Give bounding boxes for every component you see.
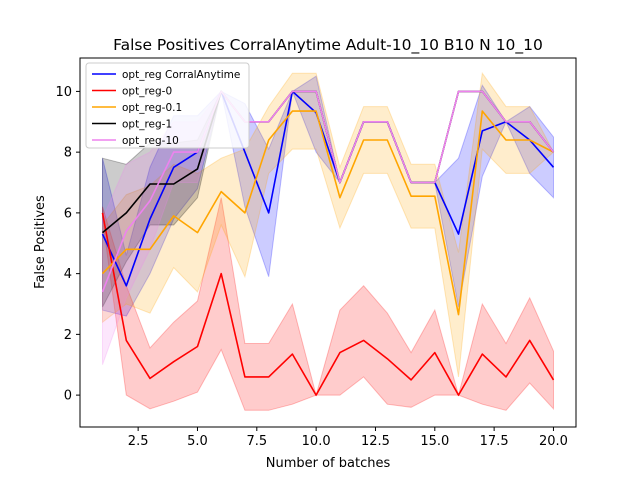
x-tick-label: 5.0: [187, 434, 208, 449]
line-series-2: [101, 110, 554, 316]
y-axis-label: False Positives: [33, 195, 48, 289]
y-tick-label: 4: [64, 267, 72, 282]
x-tick-label: 20.0: [539, 434, 568, 449]
chart-title: False Positives CorralAnytime Adult-10_1…: [113, 36, 543, 55]
y-tick-label: 2: [64, 328, 72, 343]
legend-label: opt_reg-0.1: [122, 102, 182, 114]
y-axis: 0 2 4 6 8 10: [55, 85, 80, 404]
line-series-4: [101, 90, 555, 293]
legend-box: [85, 62, 250, 149]
x-tick-label: 17.5: [480, 434, 509, 449]
band-series-1: [102, 197, 554, 411]
legend-label: opt_reg CorralAnytime: [122, 69, 240, 81]
legend: opt_reg CorralAnytime opt_reg-0 opt_reg-0.…: [85, 62, 250, 149]
legend-label: opt_reg-0: [122, 86, 172, 98]
x-tick-label: 12.5: [361, 434, 390, 449]
x-axis: 2.5 5.0 7.5 10.0 12.5 15.0 17.5 20.0: [128, 427, 568, 449]
line-series-1: [101, 212, 555, 396]
y-tick-label: 8: [64, 146, 72, 161]
y-tick-label: 6: [64, 206, 72, 221]
x-tick-label: 10.0: [302, 434, 331, 449]
legend-label: opt_reg-10: [122, 135, 179, 147]
x-tick-label: 15.0: [420, 434, 449, 449]
y-tick-label: 0: [64, 389, 72, 404]
y-tick-label: 10: [55, 85, 72, 100]
band-series-0: [102, 75, 554, 317]
plot-frame: [79, 57, 577, 428]
x-tick-label: 7.5: [246, 434, 267, 449]
x-tick-label: 2.5: [128, 434, 149, 449]
series-lines: [101, 90, 555, 396]
x-axis-label: Number of batches: [266, 456, 391, 471]
legend-label: opt_reg-1: [122, 119, 172, 131]
